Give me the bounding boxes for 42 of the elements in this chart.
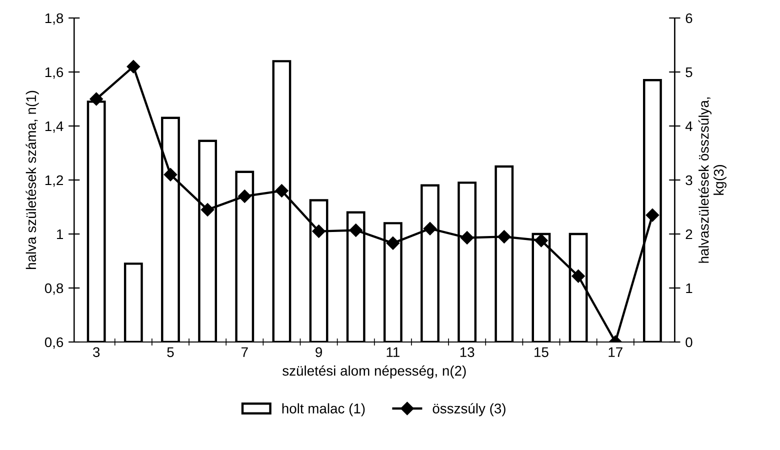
x-tick-label: 17 <box>608 347 622 357</box>
point <box>572 270 585 283</box>
point <box>312 224 326 238</box>
y-axis-title: halva születések száma, n(1) <box>26 90 39 269</box>
x-tick-label: 5 <box>167 347 174 358</box>
x-tick-label: 11 <box>386 347 400 357</box>
x-axis-title: születési alom népesség, n(2) <box>282 365 466 378</box>
point <box>126 60 140 74</box>
x-tick-label: 3 <box>93 347 100 358</box>
legend-label: holt malac (1) <box>282 403 365 416</box>
x-tick-label: 7 <box>241 347 248 357</box>
y-tick-label: 0,8 <box>44 283 64 295</box>
y-tick-label: 1,4 <box>45 121 64 133</box>
point <box>238 190 252 203</box>
y-tick-label: 1,8 <box>45 13 64 25</box>
y-tick-label: 1,6 <box>45 67 64 79</box>
y-tick-label: 1,2 <box>45 175 63 187</box>
point <box>200 203 214 216</box>
point <box>646 208 660 222</box>
y-tick-label: 0,6 <box>44 337 64 349</box>
point <box>386 236 400 250</box>
y2-tick-label: 6 <box>686 13 692 24</box>
x-tick-label: 15 <box>534 347 548 358</box>
point <box>423 222 437 236</box>
y2-tick-label: 2 <box>686 229 692 240</box>
point <box>498 230 511 244</box>
y2-tick-label: 5 <box>686 67 692 78</box>
point <box>90 92 103 106</box>
y2-tick-label: 3 <box>686 175 692 186</box>
point <box>275 184 288 198</box>
x-tick-label: 9 <box>316 347 322 358</box>
point <box>460 231 474 244</box>
x-tick-label: 13 <box>460 347 474 358</box>
y2-tick-label: 0 <box>686 337 692 348</box>
point <box>534 234 548 248</box>
point <box>349 224 362 237</box>
legend-label: összsúly (3) <box>432 403 506 416</box>
y2-axis-title: halvaszületések összsúlya, kg(3) <box>698 97 726 263</box>
y2-tick-label: 4 <box>685 121 692 132</box>
point <box>164 168 178 182</box>
y-tick-label: 1 <box>57 229 64 240</box>
y2-tick-label: 1 <box>686 283 692 294</box>
